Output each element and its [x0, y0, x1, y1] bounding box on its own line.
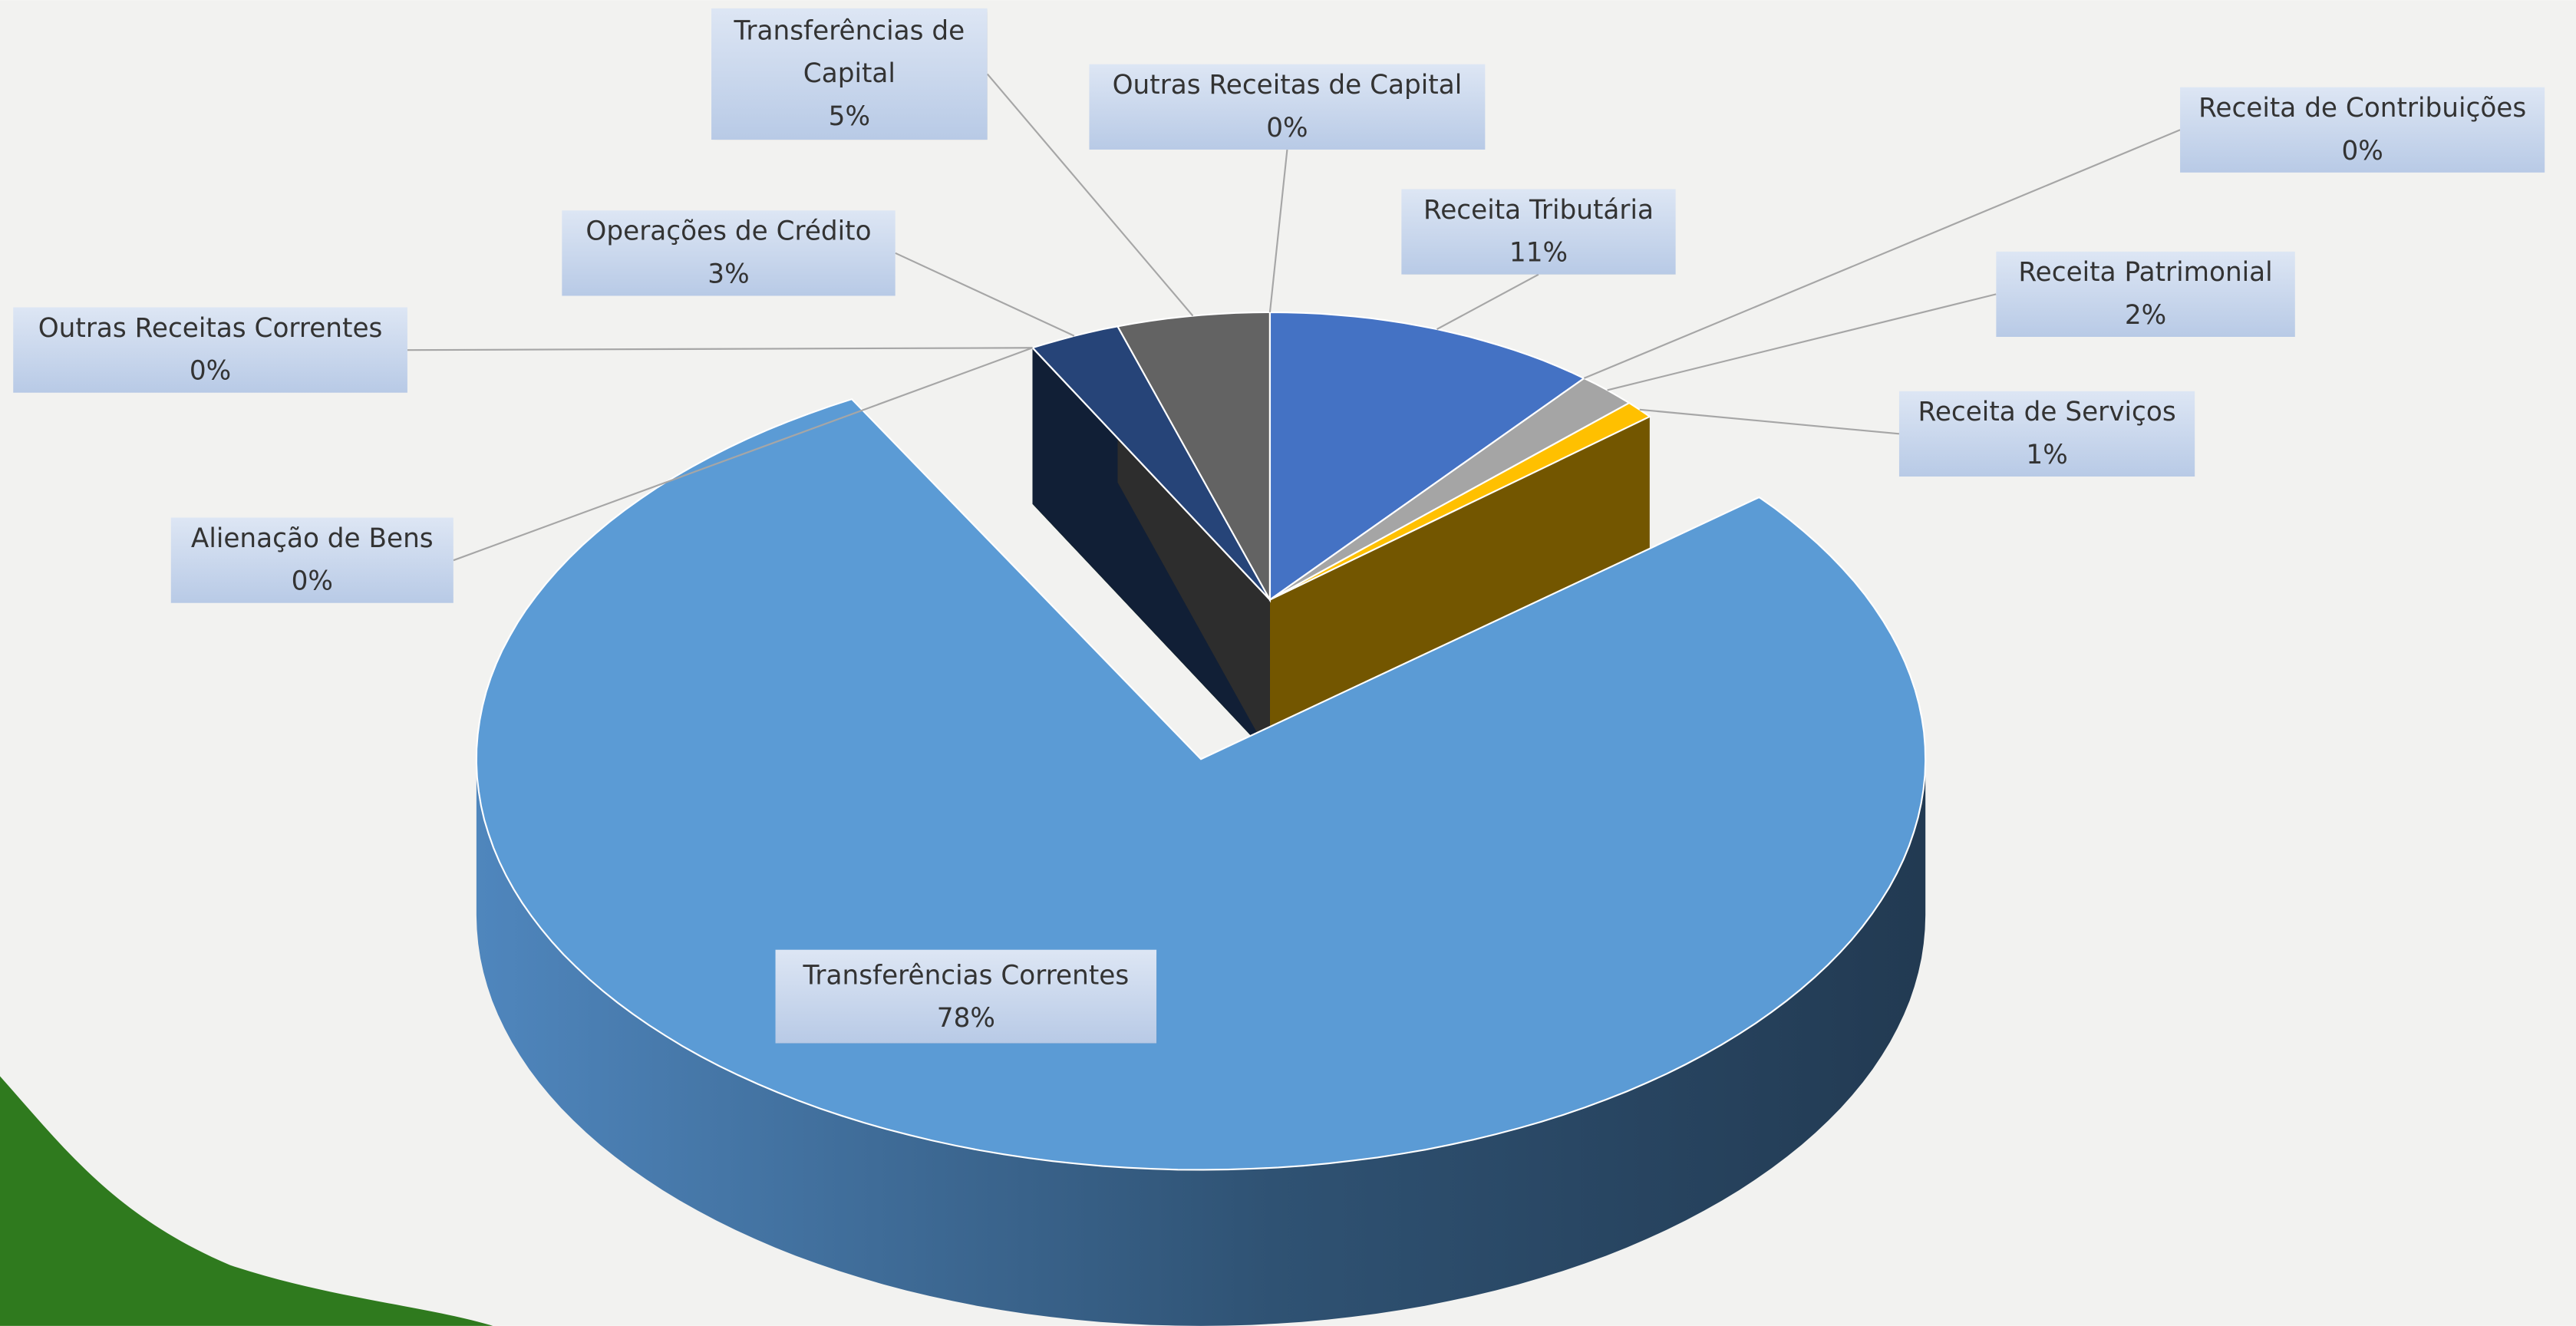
- category-label: Transferências Correntes: [803, 958, 1130, 991]
- data-label: Operações de Crédito 3%: [562, 210, 895, 296]
- label-box: Outras Receitas de Capital 0%: [1089, 64, 1486, 150]
- label-box: Receita de Contribuições 0%: [2180, 87, 2545, 173]
- category-label: Outras Receitas de Capital: [1112, 69, 1463, 101]
- category-label: Receita Tributária: [1423, 193, 1654, 226]
- leader-line: [895, 252, 1075, 337]
- decor-shape: [0, 1076, 493, 1326]
- label-box: Alienação de Bens 0%: [170, 517, 454, 603]
- category-label: Receita Patrimonial: [2018, 256, 2273, 288]
- leader-line: [1639, 408, 1900, 435]
- category-label: Alienação de Bens: [190, 522, 434, 554]
- slice: [1116, 311, 1272, 603]
- slice: [1269, 401, 1652, 601]
- leader-line: [1436, 273, 1539, 331]
- leader-line: [1607, 293, 1997, 391]
- value-label: 0%: [2341, 134, 2383, 167]
- data-label: Receita Patrimonial 2%: [1996, 251, 2295, 338]
- label-box: Receita de Serviços 1%: [1898, 391, 2195, 477]
- label-box: Receita Patrimonial 2%: [1996, 251, 2295, 338]
- labels: Receita Tributária 11% Receita de Contribu…: [13, 8, 2545, 1044]
- label-box: Transferências Correntes 78%: [775, 949, 1157, 1044]
- data-label: Outras Receitas Correntes 0%: [13, 307, 407, 393]
- value-label: 11%: [1509, 236, 1568, 269]
- slice: [1031, 325, 1271, 601]
- leader-line: [986, 73, 1194, 317]
- category-label: Receita de Contribuições: [2198, 92, 2527, 124]
- data-label: Receita Tributária 11%: [1401, 189, 1676, 275]
- data-label: Receita de Contribuições 0%: [2180, 87, 2545, 173]
- label-box: Transferências de Capital 5%: [711, 8, 988, 140]
- category-label: Transferências de Capital: [734, 15, 965, 89]
- label-box: Receita Tributária 11%: [1401, 189, 1676, 275]
- data-label: Transferências Correntes 78%: [775, 949, 1157, 1044]
- value-label: 0%: [1266, 111, 1308, 143]
- data-label: Alienação de Bens 0%: [170, 517, 454, 603]
- slice-wall: [1032, 348, 1270, 756]
- slice-wall: [1269, 416, 1650, 756]
- label-box: Operações de Crédito 3%: [562, 210, 895, 296]
- value-label: 0%: [291, 565, 333, 597]
- leader-line: [1583, 129, 2181, 379]
- leader-line: [453, 347, 1033, 562]
- value-label: 78%: [936, 1001, 995, 1033]
- value-label: 3%: [707, 258, 750, 289]
- slice-side: [476, 759, 1926, 1326]
- category-label: Receita de Serviços: [1918, 396, 2176, 427]
- leader-line: [407, 347, 1033, 351]
- label-box: Outras Receitas Correntes 0%: [13, 307, 407, 393]
- value-label: 0%: [189, 355, 232, 387]
- value-label: 1%: [2026, 438, 2068, 470]
- data-label: Transferências de Capital 5%: [711, 8, 988, 140]
- value-label: 2%: [2124, 299, 2167, 331]
- data-label: Outras Receitas de Capital 0%: [1089, 64, 1486, 150]
- value-label: 5%: [828, 100, 871, 132]
- data-label: Receita de Serviços 1%: [1898, 391, 2195, 477]
- category-label: Operações de Crédito: [585, 215, 872, 247]
- category-label: Outras Receitas Correntes: [38, 312, 383, 344]
- leader-line: [1268, 149, 1288, 313]
